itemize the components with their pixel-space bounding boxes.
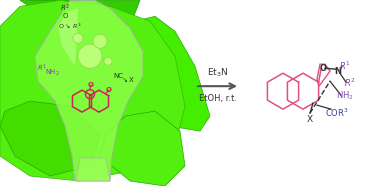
Text: $R^2$: $R^2$ (60, 2, 70, 14)
Text: NC: NC (113, 73, 123, 79)
Polygon shape (0, 101, 100, 176)
Text: $\searrow$X: $\searrow$X (121, 75, 136, 84)
Text: O$\searrow$ $R^3$: O$\searrow$ $R^3$ (58, 22, 82, 31)
Text: O: O (62, 13, 68, 19)
Text: O: O (88, 82, 94, 88)
Polygon shape (0, 0, 185, 181)
Circle shape (93, 34, 107, 48)
Polygon shape (118, 16, 210, 131)
Text: N: N (335, 67, 341, 76)
Polygon shape (20, 0, 140, 31)
Text: O: O (319, 64, 327, 73)
Text: X: X (307, 115, 313, 124)
Text: $R^2$: $R^2$ (344, 77, 356, 89)
Text: Et$_3$N: Et$_3$N (207, 67, 229, 79)
Circle shape (73, 33, 83, 43)
Text: $R^1$: $R^1$ (339, 60, 351, 72)
Polygon shape (76, 158, 110, 181)
Text: COR$^3$: COR$^3$ (325, 107, 349, 119)
Circle shape (78, 44, 102, 68)
Polygon shape (35, 0, 143, 181)
Text: $R^1$: $R^1$ (37, 62, 47, 74)
Polygon shape (58, 8, 78, 66)
Polygon shape (0, 0, 120, 121)
Text: O: O (106, 87, 112, 93)
Polygon shape (100, 111, 185, 186)
Circle shape (104, 57, 112, 65)
Text: NH$_2$: NH$_2$ (336, 90, 354, 102)
Text: EtOH, r.t.: EtOH, r.t. (199, 94, 237, 103)
Text: NH$_2$: NH$_2$ (45, 68, 59, 78)
